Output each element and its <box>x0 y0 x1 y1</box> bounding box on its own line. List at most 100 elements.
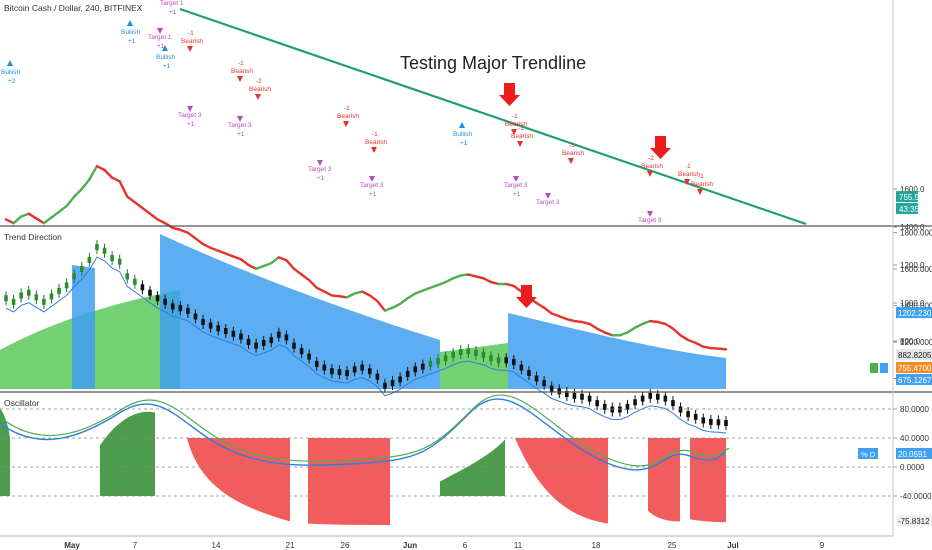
trend-candle-body <box>481 351 486 358</box>
price-segment <box>717 347 728 351</box>
pct-d-tag-text: % D <box>861 450 876 459</box>
bearish-label: Bearish <box>511 133 533 140</box>
osc-axis-label: 80.0000 <box>900 405 929 414</box>
price-segment <box>330 294 341 298</box>
price-segment <box>558 315 569 321</box>
trend-candle-body <box>709 418 713 425</box>
trend-candle-body <box>640 395 645 402</box>
trend-candle-body <box>223 328 228 335</box>
signal-markers: Bullish+1Bullish+1Bullish+1Bullish+2-1Be… <box>1 0 713 224</box>
target-count: +1 <box>157 43 165 50</box>
price-segment <box>505 282 515 288</box>
bearish-arrow-down-icon <box>371 147 377 153</box>
target-arrow-icon <box>187 106 193 112</box>
trend-candle-body <box>390 380 395 387</box>
price-segment <box>535 301 546 309</box>
price-segment <box>300 273 311 282</box>
price-segment <box>603 331 614 337</box>
price-segment <box>133 201 144 210</box>
trend-candle-body <box>678 406 683 413</box>
last-price-badge <box>896 191 918 202</box>
trend-axis-label: 1400.0000 <box>900 302 932 311</box>
bearish-label: Bearish <box>505 121 527 128</box>
target-arrow-icon <box>317 160 323 166</box>
symbol-title: Bitcoin Cash / Dollar, 240, BITFINEX <box>4 3 143 13</box>
bullish-arrow-up-icon <box>7 60 13 66</box>
osc-fill-red <box>187 438 290 522</box>
price-segment <box>489 280 500 286</box>
legend-icons <box>870 363 888 373</box>
price-segment <box>217 249 227 255</box>
trend-candle-body <box>277 331 281 338</box>
bearish-arrow-down-icon <box>343 121 349 127</box>
price-pane[interactable]: Bitcoin Cash / Dollar, 240, BITFINEX Tes… <box>0 0 925 351</box>
trend-candle-body <box>11 298 16 305</box>
bearish-count: -2 <box>256 78 262 85</box>
bearish-count: -1 <box>238 60 244 67</box>
trend-fill-blue <box>72 265 95 389</box>
trend-candle-body <box>125 273 130 280</box>
osc-fill-green <box>100 411 155 496</box>
target-arrow-icon <box>157 28 163 34</box>
osc-axis-label: -40.0000 <box>900 492 932 501</box>
trend-candle-body <box>79 266 84 272</box>
price-segment <box>588 322 599 330</box>
trend-fills <box>0 234 726 389</box>
price-segment <box>421 286 432 292</box>
trend-candle-body <box>148 289 152 296</box>
trend-axis: 1800.0000 1600.0000 1400.0000 1200.0000 1000… <box>893 229 932 384</box>
trend-candle-body <box>163 298 167 305</box>
price-segment <box>201 242 212 250</box>
price-segment <box>239 258 250 267</box>
osc-value-label-low-text: -75.8312 <box>898 517 930 526</box>
major-trendline[interactable] <box>179 7 807 226</box>
big-arrow-down-icon <box>516 285 537 308</box>
price-segment <box>398 297 409 306</box>
trend-candle-body <box>633 399 637 406</box>
price-segment <box>671 327 682 337</box>
bearish-arrow-down-icon <box>255 94 261 100</box>
value-label-blue2 <box>896 374 932 385</box>
value-label-gray <box>896 349 932 360</box>
trend-candle-body <box>534 375 539 382</box>
trend-candle-body <box>496 357 501 364</box>
price-segment <box>307 279 318 289</box>
bullish-arrow-up-icon <box>127 20 133 26</box>
bearish-label: Bearish <box>249 86 271 93</box>
bearish-arrow-down-icon <box>517 141 523 147</box>
price-segment <box>80 178 91 191</box>
trend-candle-body <box>428 360 433 367</box>
osc-axis-label: 40.0000 <box>900 434 929 443</box>
big-arrow <box>499 83 520 106</box>
bearish-arrow-down-icon <box>568 158 574 164</box>
osc-value-label-low <box>896 515 932 526</box>
value-label-blue-text: 1202.2307 <box>898 309 932 318</box>
price-segment <box>353 290 364 295</box>
trend-pane[interactable]: 1800.0000 1600.0000 1400.0000 1200.0000 1000… <box>0 229 932 434</box>
trend-axis-label: 1200.0000 <box>900 338 932 347</box>
trend-candle-body <box>352 366 357 373</box>
trend-candle-body <box>565 391 569 398</box>
osc-fill-green <box>0 409 10 496</box>
price-segment <box>95 164 106 172</box>
bearish-count: -2 <box>648 155 654 162</box>
trend-candle-body <box>421 363 425 370</box>
price-segment <box>186 231 197 240</box>
bullish-count: +1 <box>163 63 171 70</box>
value-label-orange <box>896 362 932 373</box>
trend-candle-body <box>57 287 61 294</box>
big-arrow <box>650 136 671 159</box>
trend-fill-blue <box>508 313 726 389</box>
trend-candle-body <box>231 330 236 337</box>
trend-candle-body <box>511 359 516 366</box>
trend-candle-body <box>671 400 675 407</box>
target-arrow-icon <box>545 193 551 199</box>
bullish-label: Bullish <box>156 54 176 61</box>
trend-candle-body <box>254 342 258 349</box>
price-segment <box>65 195 76 208</box>
trend-candle-body <box>504 357 509 364</box>
big-arrow-down-icon <box>650 136 671 159</box>
trend-candle-body <box>110 255 114 262</box>
